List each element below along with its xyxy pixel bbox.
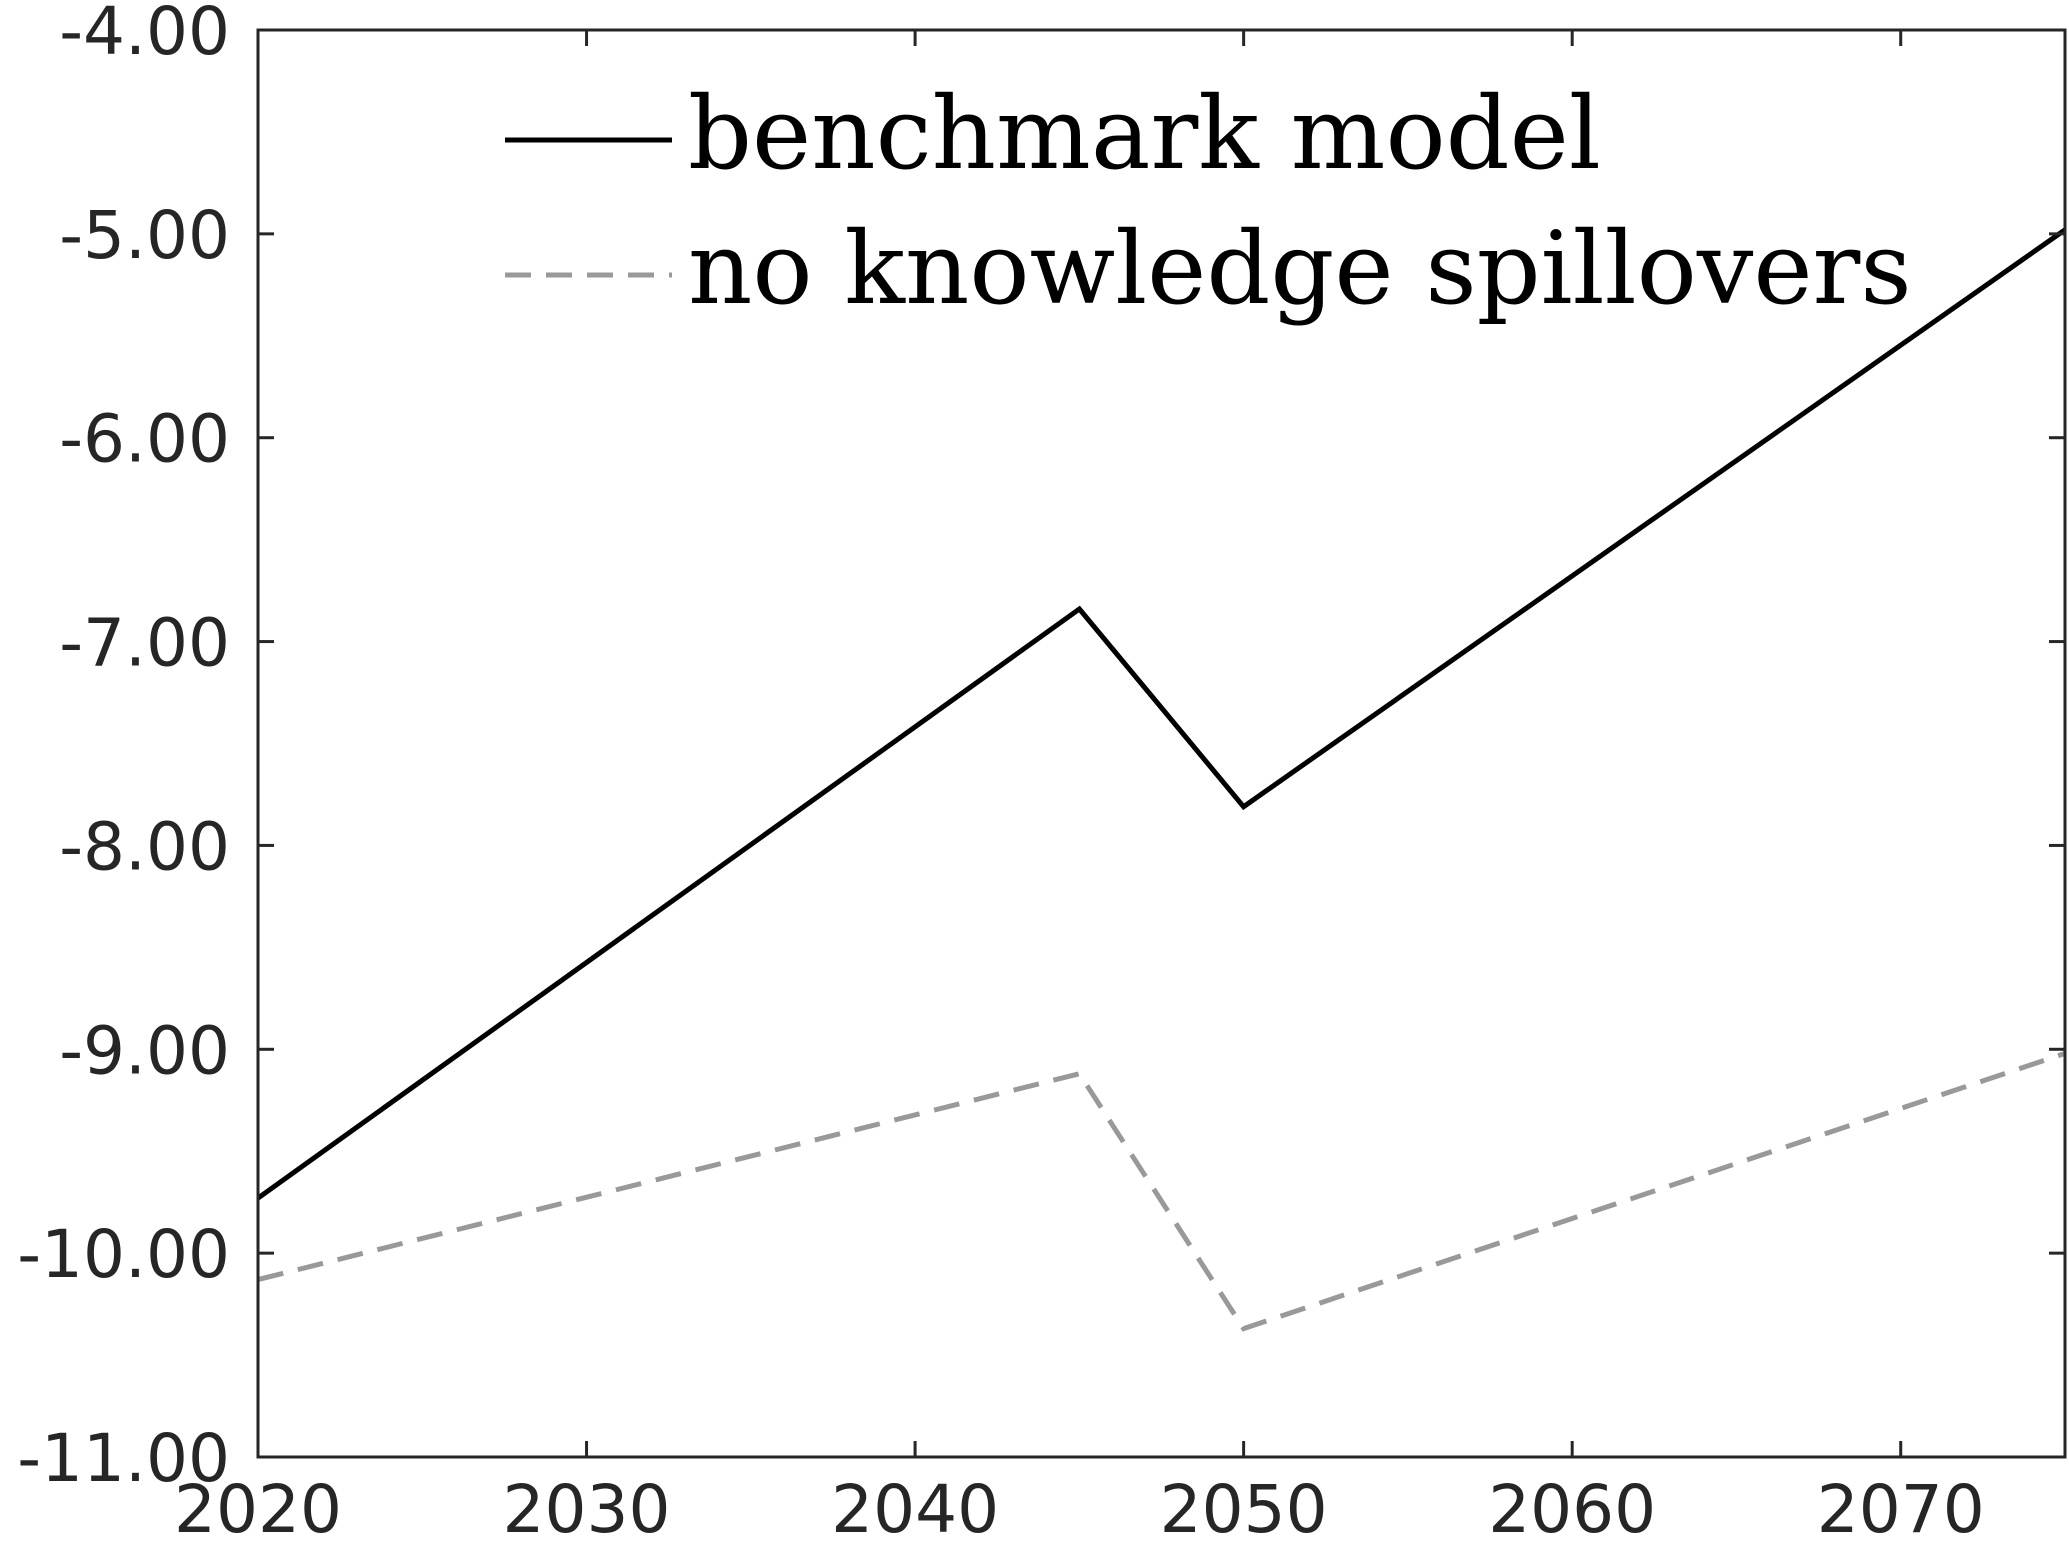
series-line-benchmark-model — [256, 227, 2067, 1201]
x-tick-label: 2050 — [1160, 1471, 1328, 1548]
x-tick-label: 2070 — [1817, 1471, 1985, 1548]
legend-label: no knowledge spillovers — [688, 210, 1912, 327]
x-tick-label: 2040 — [831, 1471, 999, 1548]
legend: benchmark model no knowledge spillovers — [505, 75, 1912, 327]
x-tick-label: 2030 — [503, 1471, 671, 1548]
axes-layer: 2020 2030 2040 2050 2060 2070 -4.00 -5.00 -6.00 -… — [17, 0, 2067, 1548]
axes-frame — [256, 28, 2067, 1459]
x-tick-label: 2060 — [1488, 1471, 1656, 1548]
legend-label: benchmark model — [688, 75, 1601, 192]
y-tick-label: -8.00 — [59, 808, 230, 885]
y-tick-label: -5.00 — [59, 197, 230, 274]
y-tick-label: -9.00 — [59, 1012, 230, 1089]
plot-background — [258, 30, 2065, 1457]
plot-area — [258, 30, 2065, 1457]
y-tick-label: -6.00 — [59, 401, 230, 478]
y-tick-label: -10.00 — [17, 1216, 230, 1293]
y-tick-label: -4.00 — [59, 0, 230, 70]
y-tick-label: -11.00 — [17, 1420, 230, 1497]
x-tick-label: 2020 — [174, 1471, 342, 1548]
y-tick-label: -7.00 — [59, 605, 230, 682]
series-layer — [256, 227, 2067, 1332]
series-line-no-knowledge-spillovers — [257, 1051, 2066, 1332]
